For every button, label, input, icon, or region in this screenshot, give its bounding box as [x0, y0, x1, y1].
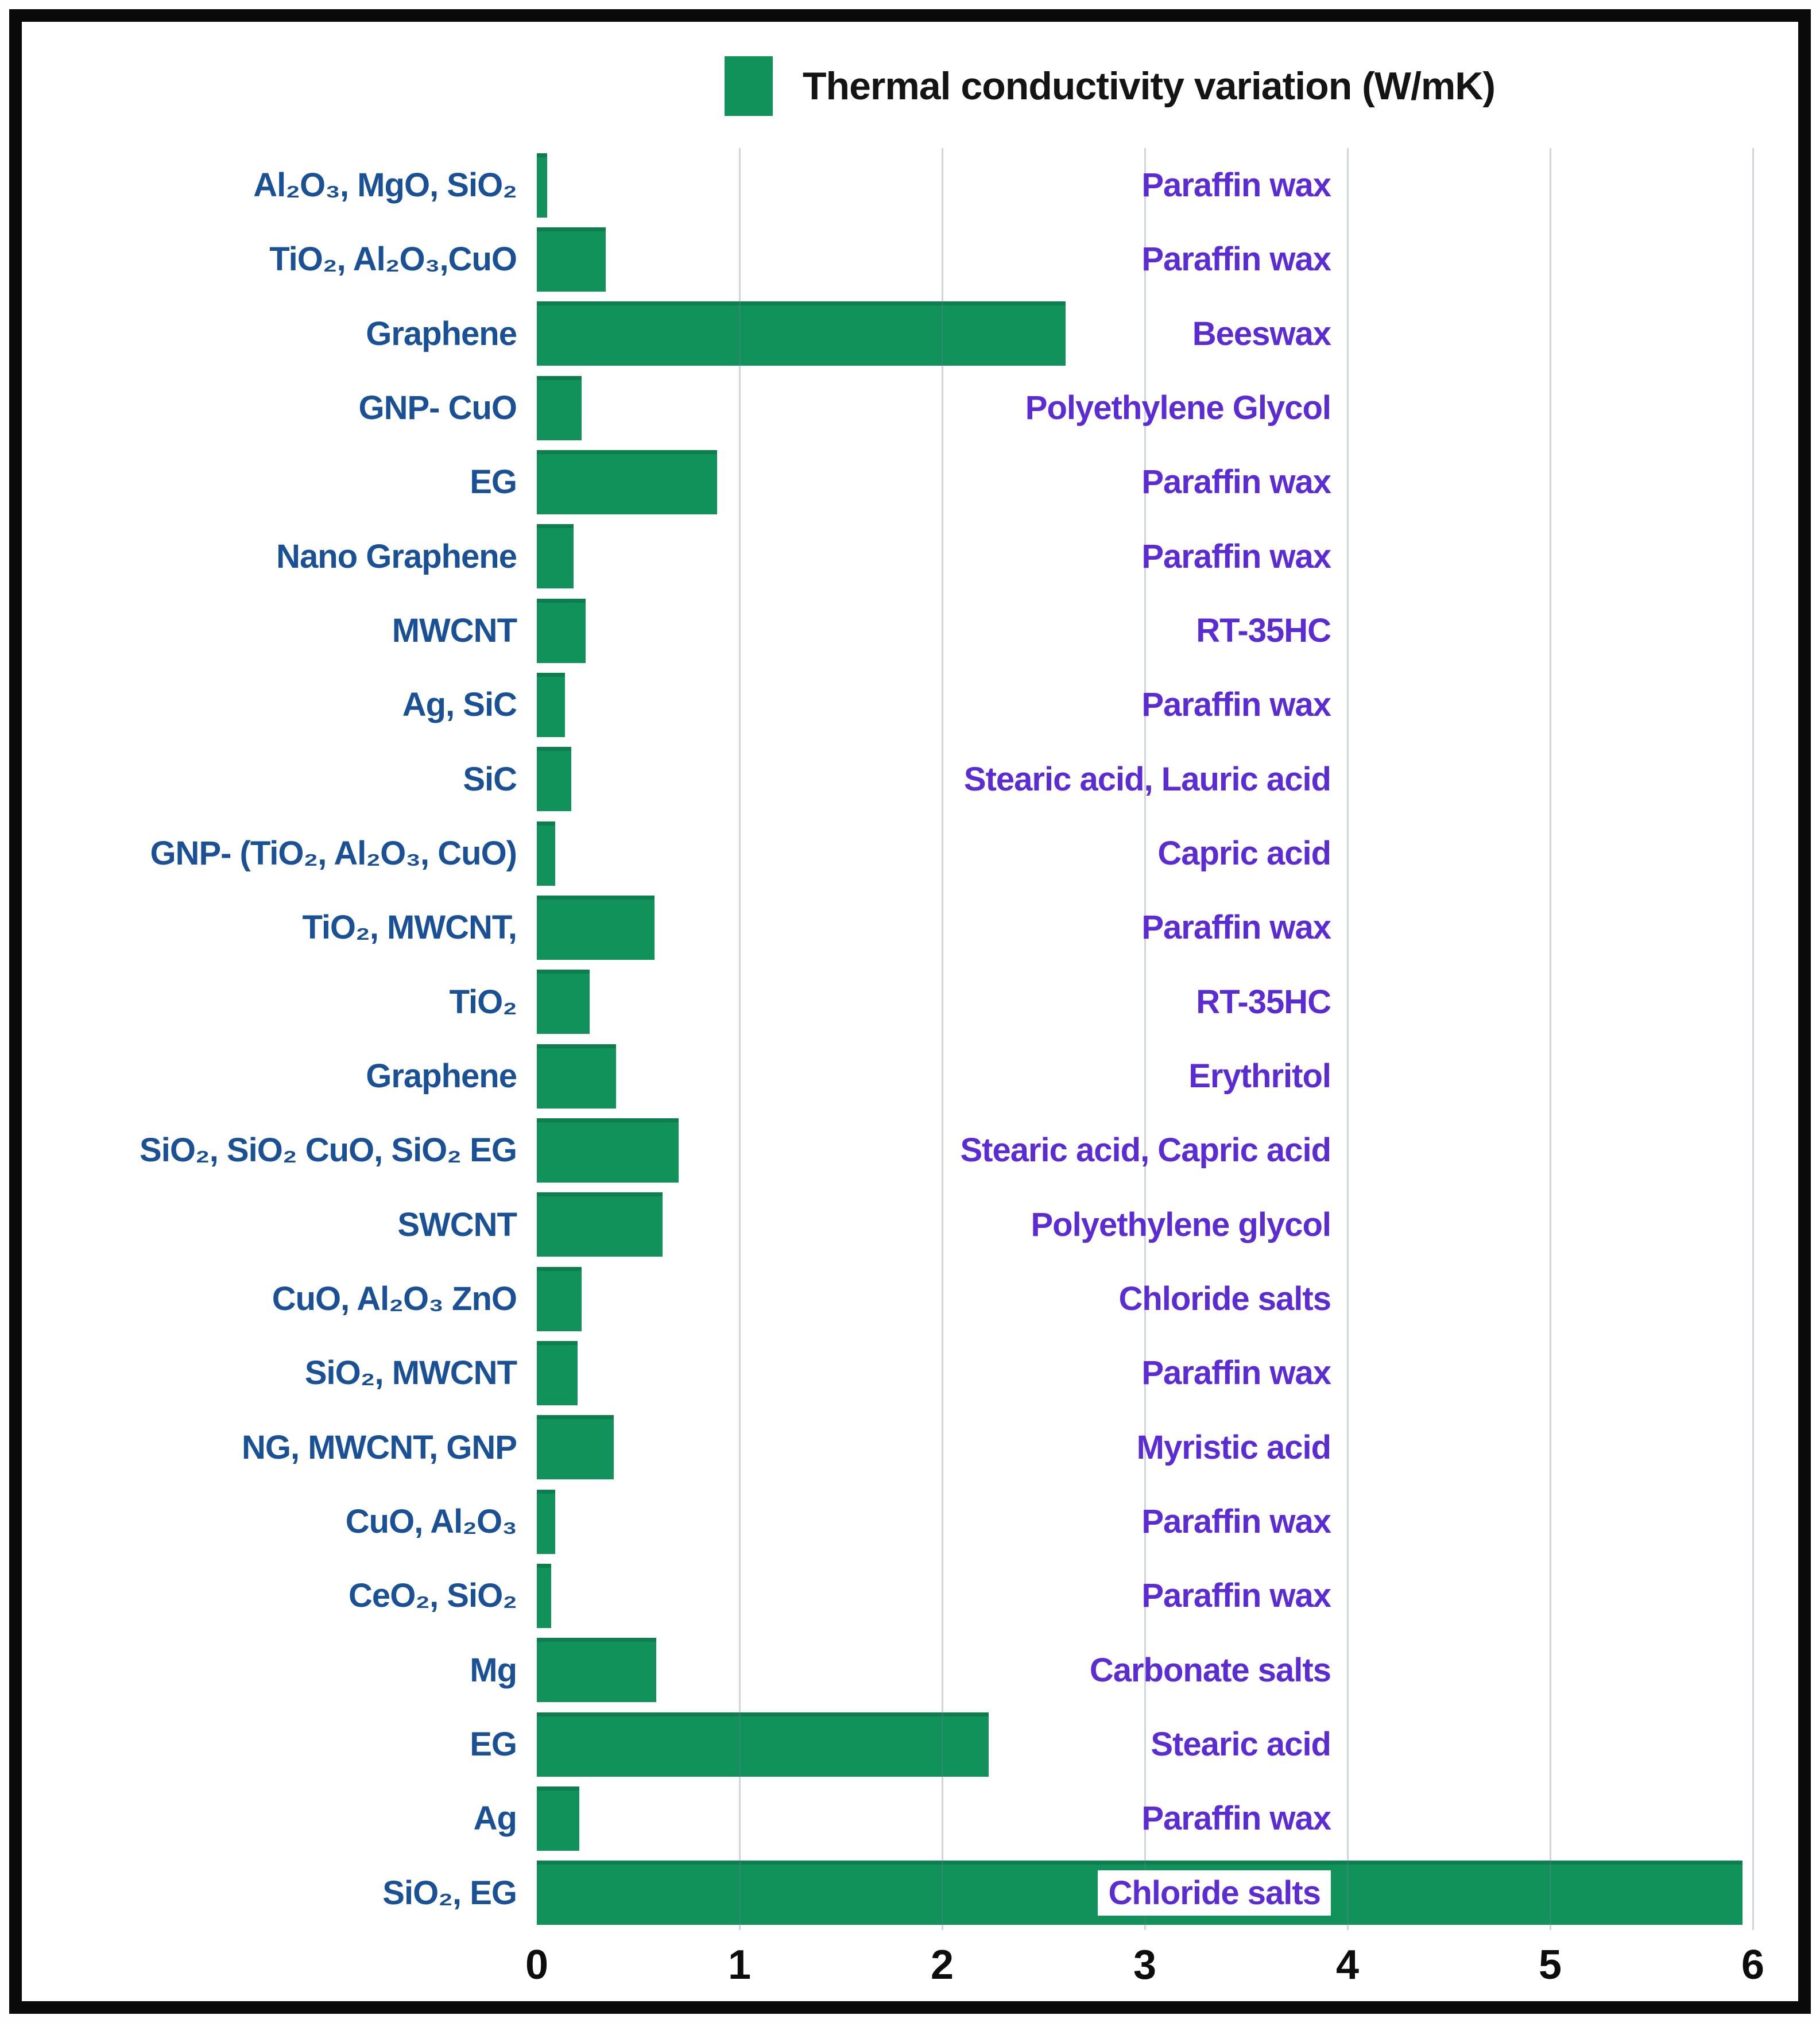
bar-21 — [537, 1712, 989, 1777]
additive-label-13: SiO₂, SiO₂ CuO, SiO₂ EG — [140, 1131, 517, 1169]
additive-label-2: Graphene — [366, 315, 517, 352]
bar-17 — [537, 1415, 614, 1480]
bar-4 — [537, 450, 718, 514]
additive-label-0: Al₂O₃, MgO, SiO₂ — [253, 166, 517, 204]
bar-22 — [537, 1786, 580, 1851]
pcm-label-4: Paraffin wax — [1141, 463, 1331, 501]
bar-9 — [537, 821, 555, 886]
pcm-label-19: Paraffin wax — [1141, 1577, 1331, 1615]
bar-11 — [537, 970, 590, 1034]
pcm-label-23: Chloride salts — [1098, 1856, 1331, 1930]
pcm-label-18: Paraffin wax — [1141, 1503, 1331, 1541]
pcm-label-17: Myristic acid — [1136, 1428, 1331, 1466]
pcm-label-12: Erythritol — [1188, 1057, 1331, 1095]
pcm-label-11: RT-35HC — [1196, 983, 1331, 1021]
legend-color-swatch — [725, 56, 773, 116]
additive-label-1: TiO₂, Al₂O₃,CuO — [269, 241, 517, 278]
pcm-label-0: Paraffin wax — [1141, 166, 1331, 204]
additive-label-3: GNP- CuO — [358, 389, 517, 427]
pcm-label-7: Paraffin wax — [1141, 686, 1331, 724]
pcm-label-20: Carbonate salts — [1089, 1651, 1331, 1689]
x-tick-2: 2 — [930, 1942, 954, 1988]
bar-6 — [537, 598, 586, 663]
gridline-4 — [1347, 148, 1349, 1930]
additive-label-6: MWCNT — [392, 612, 517, 650]
additive-label-12: Graphene — [366, 1057, 517, 1095]
pcm-label-1: Paraffin wax — [1141, 241, 1331, 278]
legend-label: Thermal conductivity variation (W/mK) — [803, 64, 1496, 108]
additive-label-7: Ag, SiC — [402, 686, 517, 724]
x-tick-6: 6 — [1741, 1942, 1765, 1988]
bar-0 — [537, 153, 547, 218]
legend: Thermal conductivity variation (W/mK) — [725, 56, 1496, 116]
pcm-label-14: Polyethylene glycol — [1031, 1206, 1331, 1243]
additive-label-18: CuO, Al₂O₃ — [345, 1503, 517, 1541]
additive-label-16: SiO₂, MWCNT — [304, 1354, 517, 1392]
x-tick-3: 3 — [1133, 1942, 1157, 1988]
bar-10 — [537, 896, 655, 960]
additive-label-9: GNP- (TiO₂, Al₂O₃, CuO) — [150, 835, 517, 873]
bar-7 — [537, 673, 566, 737]
additive-label-20: Mg — [470, 1651, 517, 1689]
x-tick-5: 5 — [1538, 1942, 1562, 1988]
x-tick-4: 4 — [1335, 1942, 1360, 1988]
bar-12 — [537, 1044, 616, 1109]
additive-label-4: EG — [470, 463, 517, 501]
gridline-1 — [739, 148, 741, 1930]
additive-label-19: CeO₂, SiO₂ — [348, 1577, 517, 1615]
additive-label-11: TiO₂ — [449, 983, 517, 1021]
bar-16 — [537, 1341, 578, 1405]
pcm-label-5: Paraffin wax — [1141, 537, 1331, 575]
bar-5 — [537, 524, 574, 589]
additive-label-15: CuO, Al₂O₃ ZnO — [272, 1280, 517, 1318]
bar-1 — [537, 227, 606, 292]
bar-3 — [537, 375, 582, 440]
additive-label-8: SiC — [463, 760, 517, 798]
bar-2 — [537, 301, 1066, 366]
additive-label-14: SWCNT — [397, 1206, 517, 1243]
additive-label-17: NG, MWCNT, GNP — [242, 1428, 517, 1466]
bar-13 — [537, 1118, 679, 1183]
additive-label-10: TiO₂, MWCNT, — [302, 909, 517, 947]
pcm-label-2: Beeswax — [1192, 315, 1331, 352]
bar-15 — [537, 1266, 582, 1331]
pcm-label-6: RT-35HC — [1196, 612, 1331, 650]
bar-20 — [537, 1638, 657, 1703]
pcm-label-9: Capric acid — [1157, 835, 1331, 873]
additive-label-21: EG — [470, 1726, 517, 1764]
x-tick-0: 0 — [525, 1942, 549, 1988]
bar-8 — [537, 747, 571, 812]
additive-label-23: SiO₂, EG — [382, 1874, 517, 1912]
pcm-label-8: Stearic acid, Lauric acid — [963, 760, 1331, 798]
pcm-label-10: Paraffin wax — [1141, 909, 1331, 947]
additive-label-5: Nano Graphene — [276, 537, 517, 575]
pcm-label-21: Stearic acid — [1151, 1726, 1331, 1764]
pcm-label-22: Paraffin wax — [1141, 1800, 1331, 1838]
additive-label-22: Ag — [473, 1800, 517, 1838]
x-tick-1: 1 — [727, 1942, 752, 1988]
bar-14 — [537, 1192, 663, 1257]
pcm-label-13: Stearic acid, Capric acid — [960, 1131, 1331, 1169]
bar-19 — [537, 1564, 551, 1628]
gridline-3 — [1144, 148, 1146, 1930]
pcm-label-3: Polyethylene Glycol — [1025, 389, 1331, 427]
bar-18 — [537, 1489, 555, 1554]
pcm-label-15: Chloride salts — [1118, 1280, 1331, 1318]
gridline-6 — [1752, 148, 1754, 1930]
gridline-5 — [1550, 148, 1551, 1930]
gridline-2 — [942, 148, 943, 1930]
pcm-label-16: Paraffin wax — [1141, 1354, 1331, 1392]
